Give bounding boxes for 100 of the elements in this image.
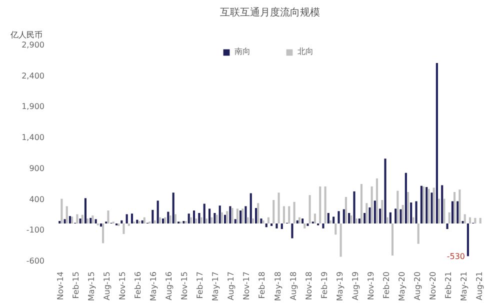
bar [86, 218, 89, 224]
bar [143, 217, 146, 224]
bar [438, 198, 440, 224]
bar [348, 212, 350, 224]
x-tick-label: Nov-19 [366, 271, 376, 300]
bar [436, 63, 438, 224]
bar [404, 172, 407, 224]
bar [430, 192, 433, 224]
bar [446, 223, 448, 230]
bar [353, 191, 356, 224]
y-tick-label: 1,900 [22, 102, 45, 112]
bar [68, 216, 72, 224]
y-tick-label: 900 [29, 164, 45, 173]
bar [474, 218, 476, 224]
bar [162, 218, 164, 224]
x-tick-label: May-21 [459, 271, 468, 301]
bar [190, 217, 192, 224]
bar [358, 218, 360, 224]
bar [415, 201, 418, 224]
bar [94, 219, 97, 224]
bar [296, 220, 298, 224]
x-tick-label: Nov-20 [428, 271, 438, 300]
bar [453, 192, 456, 224]
y-tick-label: 2,900 [22, 40, 45, 50]
bar [394, 208, 397, 224]
bar [272, 200, 275, 224]
x-tick-label: Aug-15 [102, 272, 112, 300]
bar [322, 223, 324, 228]
bar [443, 198, 446, 224]
bar [200, 217, 202, 224]
bar [172, 192, 174, 224]
bar [158, 217, 161, 224]
bar [257, 203, 260, 224]
bar [406, 192, 410, 224]
x-tick-label: Nov-15 [118, 271, 128, 300]
bar [66, 206, 68, 224]
bar [152, 210, 154, 224]
bar [107, 210, 110, 224]
y-tick-label: -100 [26, 226, 44, 235]
bar [64, 219, 66, 224]
y-tick-label: 2,400 [22, 71, 45, 80]
bar [255, 208, 258, 224]
y-tick-label: 1,400 [22, 133, 45, 142]
bar [364, 212, 366, 224]
bar [340, 223, 342, 257]
bar [236, 208, 238, 224]
x-tick-label: Feb-17 [196, 271, 205, 299]
bar [291, 223, 294, 238]
bar [314, 214, 316, 224]
bar [389, 212, 392, 224]
bar [167, 212, 170, 224]
bar [355, 218, 358, 224]
x-tick-label: Aug-19 [350, 272, 360, 300]
bar [350, 215, 352, 224]
x-tick-label: May-20 [397, 271, 406, 301]
bar [282, 206, 285, 224]
bar [122, 223, 125, 234]
bar [422, 186, 425, 224]
bar [252, 218, 254, 224]
bar [100, 223, 102, 227]
bar [332, 216, 335, 224]
bar [174, 214, 176, 224]
bar [210, 217, 213, 224]
bar [451, 201, 454, 224]
bar [203, 204, 206, 224]
bar [90, 218, 92, 224]
bar [141, 220, 144, 224]
x-tick-label: Nov-15 [180, 271, 190, 300]
bar [195, 218, 198, 224]
bar [71, 216, 74, 224]
annotation: -530 [446, 252, 465, 262]
bar [376, 178, 378, 224]
bar [198, 212, 200, 224]
bar [188, 214, 190, 224]
bar [192, 210, 196, 224]
x-tick-label: Feb-19 [320, 271, 329, 299]
bar [169, 215, 172, 224]
bar [81, 214, 84, 224]
bar [308, 195, 311, 224]
bar [374, 200, 376, 224]
bar [92, 215, 94, 224]
bar [60, 198, 63, 224]
bar [432, 188, 435, 224]
x-tick-label: Aug-17 [226, 272, 236, 300]
bar [324, 186, 326, 224]
x-tick-label: May-18 [273, 271, 282, 301]
bar [250, 193, 252, 224]
bar [76, 214, 78, 224]
bar [342, 209, 345, 224]
bar [84, 198, 87, 224]
bar [456, 201, 459, 224]
bar [334, 223, 337, 235]
bar [464, 214, 466, 224]
bar [302, 218, 304, 224]
bar [479, 218, 482, 224]
bar [79, 218, 82, 224]
x-tick-label: May-17 [211, 271, 220, 301]
x-tick-label: Feb-21 [444, 271, 453, 299]
bar [154, 220, 156, 224]
bar [270, 223, 273, 226]
